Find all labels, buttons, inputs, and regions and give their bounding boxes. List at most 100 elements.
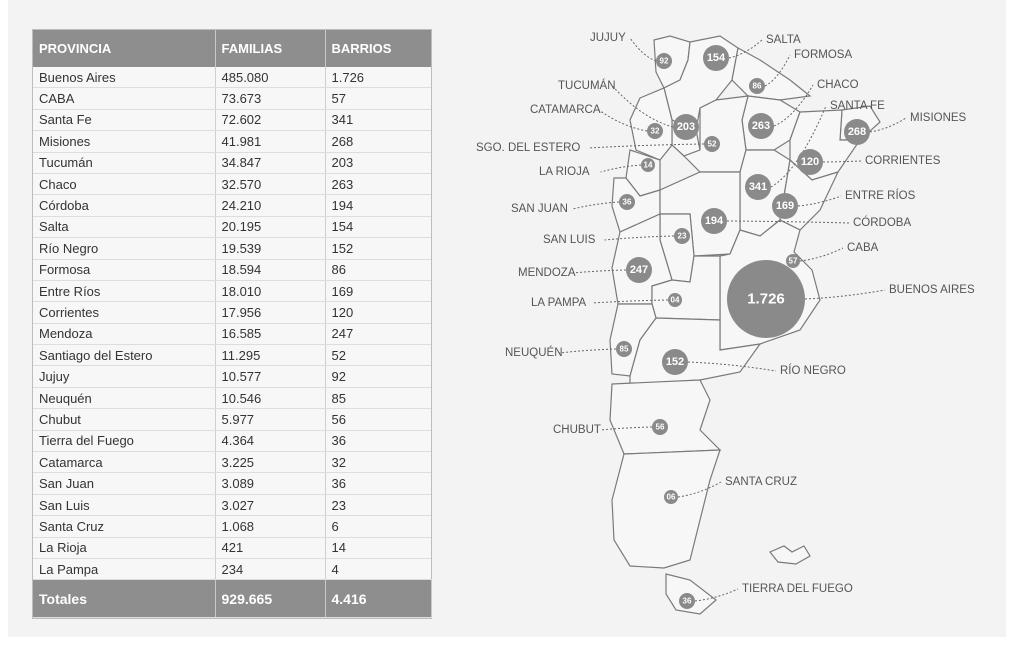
table-row: San Juan 3.089 36: [33, 472, 431, 495]
cell-provincia: Tierra del Fuego: [33, 430, 216, 453]
table-row: Tucumán 34.847 203: [33, 152, 431, 174]
cell-barrios: 92: [325, 365, 431, 388]
islands-shape: [769, 545, 811, 565]
cell-familias: 3.027: [215, 494, 326, 517]
cell-barrios: 154: [325, 216, 431, 239]
cell-provincia: Chaco: [33, 173, 216, 196]
totals-label: Totales: [33, 579, 216, 619]
map-label-río-negro: RÍO NEGRO: [780, 364, 846, 377]
totals-row: Totales 929.665 4.416: [33, 579, 432, 619]
table-row: Formosa 18.594 86: [33, 259, 431, 281]
cell-provincia: Santa Cruz: [33, 515, 216, 538]
table-row: Neuquén 10.546 85: [33, 387, 431, 410]
map-connector-entre-ríos: [797, 195, 842, 207]
cell-provincia: Mendoza: [33, 323, 216, 346]
map-bubble-tucumán: [673, 114, 699, 140]
cell-familias: 11.295: [215, 344, 326, 367]
map-bubble-value-santa-cruz: 06: [667, 493, 676, 502]
map-bubble-value-catamarca: 32: [651, 127, 660, 136]
map-connector-córdoba: [726, 220, 850, 224]
table-header: PROVINCIA FAMILIAS BARRIOS: [33, 30, 431, 67]
map-connector-caba: [799, 247, 844, 262]
map-bubble-entre-ríos: [772, 193, 798, 219]
map-bubble-santa-cruz: [664, 490, 678, 504]
province-shape-chubut: [609, 379, 722, 455]
table-row: Santa Cruz 1.068 6: [33, 515, 431, 538]
cell-barrios: 268: [325, 130, 431, 153]
map-bubble-value-salta: 154: [707, 52, 726, 64]
map-bubble-value-chaco: 263: [752, 120, 770, 132]
cell-barrios: 57: [325, 87, 431, 110]
cell-provincia: Chubut: [33, 408, 216, 431]
map-bubble-buenos-aires: [727, 260, 805, 338]
cell-provincia: Neuquén: [33, 387, 216, 410]
map-label-salta: SALTA: [766, 34, 801, 46]
table-row: Salta 20.195 154: [33, 216, 431, 239]
map-connector-río-negro: [687, 361, 777, 372]
map-connector-neuquén: [559, 348, 617, 354]
map-labels: JUJUY SALTA FORMOSA TUCUMÁN CHACO CATAMARCA SA…: [476, 32, 975, 595]
map-bubbles: 92 154 86 203 263 32 341 268 52 120 14 169 36 194 23 57…: [616, 45, 870, 609]
map-bubble-value-neuquén: 85: [620, 345, 629, 354]
cell-familias: 41.981: [215, 130, 326, 153]
map-label-corrientes: CORRIENTES: [865, 155, 941, 167]
map-label-misiones: MISIONES: [910, 112, 967, 124]
province-shape-tierra-del-fuego: [665, 573, 717, 615]
table-row: Catamarca 3.225 32: [33, 451, 431, 474]
map-bubble-san-juan: [619, 194, 635, 210]
cell-provincia: Santiago del Estero: [33, 344, 216, 367]
cell-familias: 20.195: [215, 216, 326, 239]
cell-barrios: 4: [325, 558, 431, 581]
map-bubble-value-santa-fe: 341: [749, 181, 767, 193]
cell-familias: 18.594: [215, 259, 326, 281]
cell-provincia: Salta: [33, 216, 216, 239]
map-connector-jujuy: [629, 37, 657, 62]
table-row: Buenos Aires 485.080 1.726: [33, 67, 431, 89]
table-row: Misiones 41.981 268: [33, 130, 431, 153]
cell-familias: 4.364: [215, 430, 326, 453]
cell-familias: 24.210: [215, 194, 326, 217]
map-bubble-value-sgo-del-estero: 52: [708, 140, 717, 149]
cell-provincia: La Rioja: [33, 537, 216, 559]
cell-barrios: 169: [325, 280, 431, 303]
map-bubble-value-san-luis: 23: [678, 232, 687, 241]
map-bubble-formosa: [749, 78, 765, 94]
map-label-buenos-aires: BUENOS AIRES: [889, 284, 975, 296]
cell-familias: 485.080: [215, 67, 326, 89]
map-bubble-value-buenos-aires: 1.726: [747, 291, 785, 308]
map-bubble-value-entre-ríos: 169: [776, 200, 794, 212]
map-bubble-value-la-pampa: 04: [671, 296, 680, 305]
table-row: Chaco 32.570 263: [33, 173, 431, 196]
cell-barrios: 120: [325, 301, 431, 324]
cell-barrios: 52: [325, 344, 431, 367]
map-label-chaco: CHACO: [817, 79, 859, 91]
map-bubble-córdoba: [701, 208, 727, 234]
map-bubble-value-chubut: 56: [656, 423, 665, 432]
map-connector-la-rioja: [600, 164, 642, 173]
map-bubble-santa-fe: [745, 174, 771, 200]
map-label-tierra-del-fuego: TIERRA DEL FUEGO: [742, 583, 853, 595]
map-connector-la-pampa: [592, 299, 669, 304]
map-bubble-jujuy: [656, 53, 672, 69]
map-bubble-value-la-rioja: 14: [644, 161, 653, 170]
map-label-santa-cruz: SANTA CRUZ: [725, 476, 797, 488]
map-bubble-la-rioja: [641, 158, 655, 172]
cell-provincia: CABA: [33, 87, 216, 110]
cell-barrios: 6: [325, 515, 431, 538]
table-row: Entre Ríos 18.010 169: [33, 280, 431, 303]
map-label-córdoba: CÓRDOBA: [853, 216, 911, 229]
table-row: Córdoba 24.210 194: [33, 194, 431, 217]
header-familias: FAMILIAS: [215, 30, 326, 67]
table-row: Tierra del Fuego 4.364 36: [33, 430, 431, 453]
header-barrios: BARRIOS: [325, 30, 431, 67]
cell-familias: 32.570: [215, 173, 326, 196]
map-bubble-caba: [786, 254, 800, 268]
map-label-la-rioja: LA RIOJA: [539, 166, 590, 178]
totals-barrios: 4.416: [325, 579, 432, 619]
map-label-santa-fe: SANTA FE: [830, 100, 885, 112]
map-label-la-pampa: LA PAMPA: [531, 297, 587, 309]
map-label-san-juan: SAN JUAN: [511, 203, 568, 215]
cell-familias: 16.585: [215, 323, 326, 346]
map-label-mendoza: MENDOZA: [518, 267, 576, 279]
cell-provincia: Córdoba: [33, 194, 216, 217]
